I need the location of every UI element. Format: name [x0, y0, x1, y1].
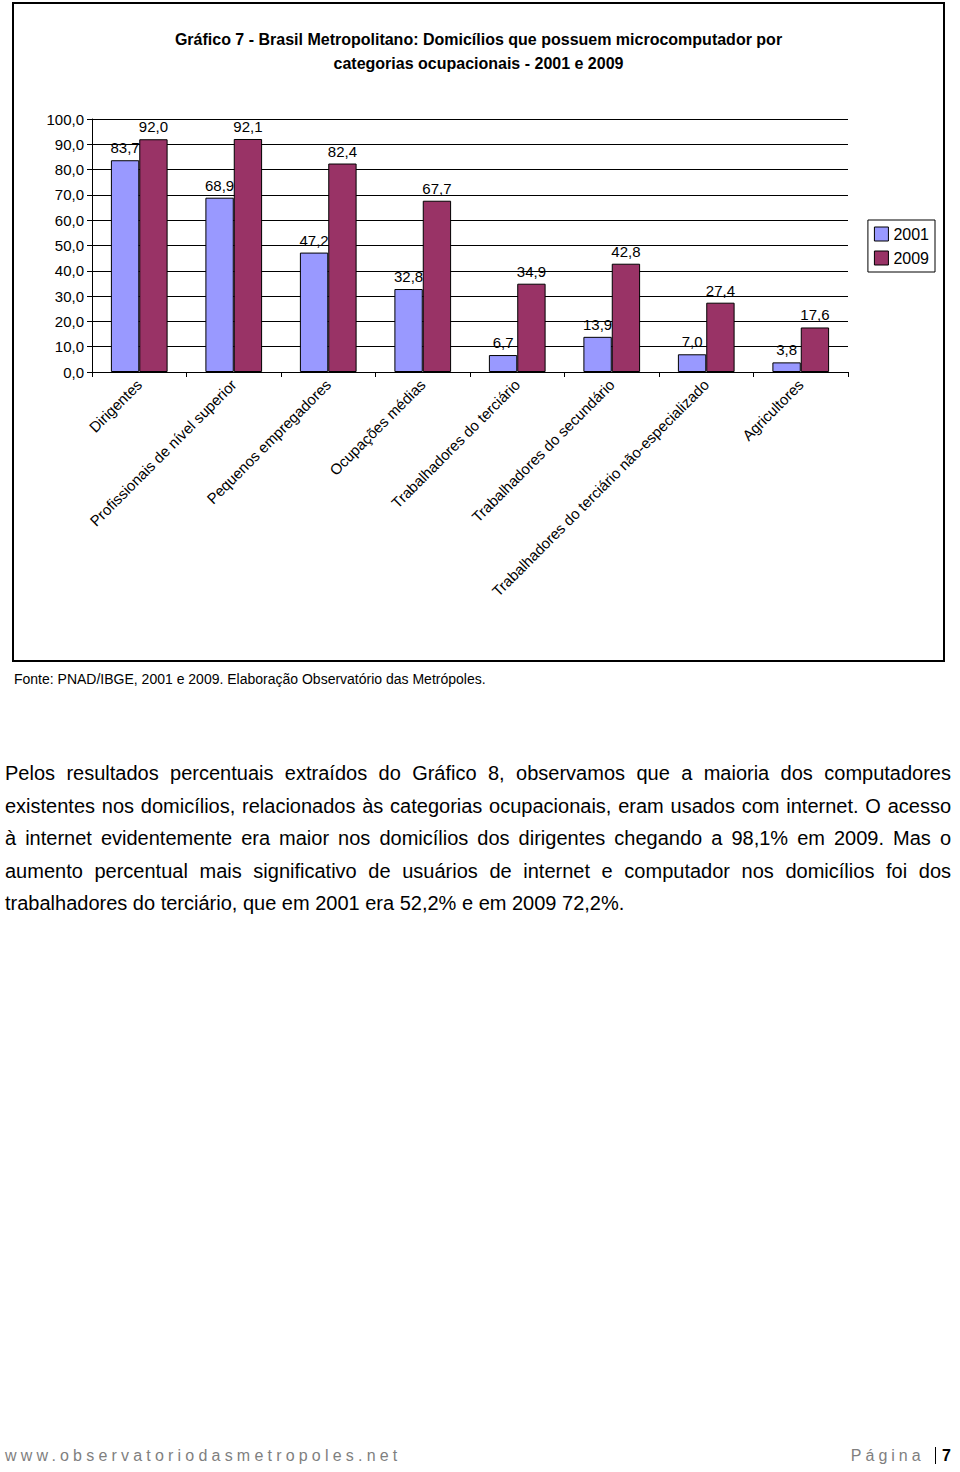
- html-text:Pelos resultados percentuais e: Pelos resultados percentuais extraídos d…: [5, 762, 951, 914]
- svg-text:100,0: 100,0: [46, 111, 84, 128]
- svg-text:82,4: 82,4: [328, 143, 357, 160]
- svg-text:67,7: 67,7: [422, 180, 451, 197]
- html-text:7: 7: [942, 1447, 951, 1464]
- svg-text:92,1: 92,1: [233, 118, 262, 135]
- svg-text:categorias ocupacionais - 2001: categorias ocupacionais - 2001 e 2009: [334, 55, 624, 72]
- svg-text:30,0: 30,0: [55, 288, 84, 305]
- svg-text:17,6: 17,6: [800, 306, 829, 323]
- svg-text:90,0: 90,0: [55, 136, 84, 153]
- svg-text:Gráfico 7 - Brasil Metropolita: Gráfico 7 - Brasil Metropolitano: Domicí…: [175, 31, 782, 48]
- svg-text:Trabalhadores do secundário: Trabalhadores do secundário: [468, 376, 618, 526]
- svg-text:60,0: 60,0: [55, 212, 84, 229]
- svg-text:Agricultores: Agricultores: [739, 376, 807, 444]
- svg-text:92,0: 92,0: [139, 118, 168, 135]
- svg-text:Trabalhadores do terciário: Trabalhadores do terciário: [387, 376, 524, 512]
- svg-text:47,2: 47,2: [299, 232, 328, 249]
- svg-text:80,0: 80,0: [55, 161, 84, 178]
- svg-text:Profissionais de nível superio: Profissionais de nível superior: [86, 376, 239, 529]
- svg-text:3,8: 3,8: [776, 341, 797, 358]
- html-text:Página: Página: [850, 1447, 934, 1464]
- svg-text:6,7: 6,7: [493, 334, 514, 351]
- svg-text:40,0: 40,0: [55, 262, 84, 279]
- svg-text:27,4: 27,4: [706, 282, 735, 299]
- svg-text:7,0: 7,0: [682, 333, 703, 350]
- svg-text:Ocupações médias: Ocupações médias: [326, 376, 429, 479]
- svg-text:10,0: 10,0: [55, 338, 84, 355]
- html-text:www.observatoriodasmetropoles.: www.observatoriodasmetropoles.net: [5, 1447, 402, 1464]
- svg-text:50,0: 50,0: [55, 237, 84, 254]
- svg-text:2009: 2009: [893, 250, 929, 267]
- svg-text:Dirigentes: Dirigentes: [86, 376, 146, 436]
- svg-text:2001: 2001: [893, 226, 929, 243]
- svg-text:20,0: 20,0: [55, 313, 84, 330]
- svg-text:Trabalhadores do terciário não: Trabalhadores do terciário não-especiali…: [489, 376, 713, 600]
- svg-text:68,9: 68,9: [205, 177, 234, 194]
- svg-text:34,9: 34,9: [517, 263, 546, 280]
- svg-text:0,0: 0,0: [63, 364, 84, 381]
- svg-text:32,8: 32,8: [394, 268, 423, 285]
- svg-text:Pequenos empregadores: Pequenos empregadores: [203, 376, 334, 507]
- svg-text:42,8: 42,8: [611, 243, 640, 260]
- svg-text:70,0: 70,0: [55, 186, 84, 203]
- svg-text:13,9: 13,9: [583, 316, 612, 333]
- svg-text:83,7: 83,7: [110, 139, 139, 156]
- html-text:Fonte: PNAD/IBGE, 2001 e 2009.: Fonte: PNAD/IBGE, 2001 e 2009. Elaboraçã…: [14, 671, 486, 687]
